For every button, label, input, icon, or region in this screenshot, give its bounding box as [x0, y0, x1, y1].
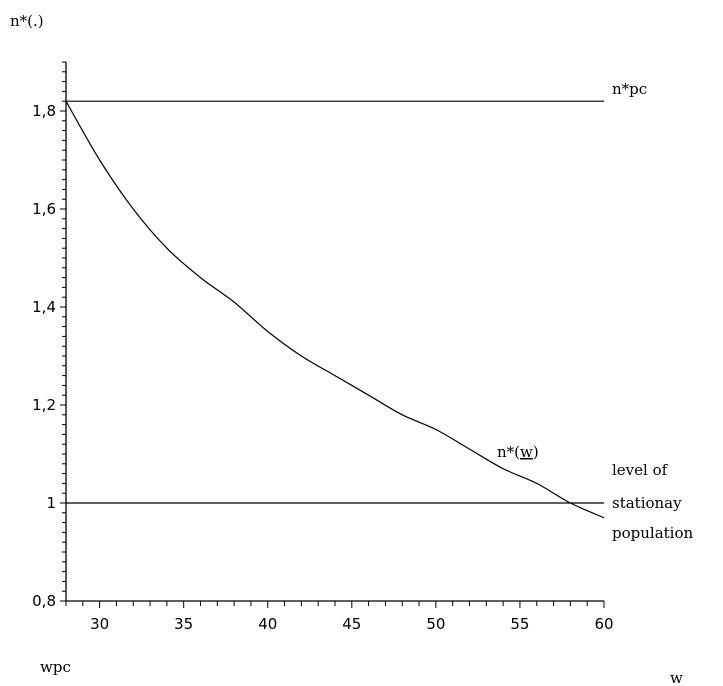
y-axis-label: n*(.) [10, 12, 44, 30]
annotation-nw-prefix: n*( [497, 443, 520, 461]
axis-ticks: 0,8 1 1,2 1,4 1,6 1,8 30 35 40 45 50 55 60 [32, 61, 614, 633]
x-tick-label: 45 [342, 615, 361, 633]
series-layer [65, 100, 605, 519]
y-tick-label: 1,6 [32, 200, 56, 218]
annotation-nw: n*(w) [497, 443, 539, 461]
x-tick-label: 40 [258, 615, 277, 633]
y-tick-label: 1 [46, 494, 56, 512]
annotation-stationary-line1: level of [612, 461, 669, 479]
x-origin-label: wpc [40, 658, 71, 676]
y-tick-label: 1,4 [32, 298, 56, 316]
x-tick-label: 60 [594, 615, 613, 633]
x-tick-label: 55 [510, 615, 529, 633]
x-tick-label: 50 [426, 615, 445, 633]
annotation-npc: n*pc [612, 80, 647, 98]
series-curve [65, 100, 605, 519]
x-tick-label: 30 [90, 615, 109, 633]
annotation-stationary-line2: stationay [612, 494, 682, 512]
x-tick-label: 35 [174, 615, 193, 633]
y-tick-label: 1,8 [32, 102, 56, 120]
annotation-nw-underlined: w [520, 443, 533, 461]
annotation-nw-suffix: ) [533, 443, 539, 461]
y-tick-label: 1,2 [32, 396, 56, 414]
y-tick-label: 0,8 [32, 592, 56, 610]
annotation-stationary-line3: population [612, 524, 693, 542]
x-axis-label: w [670, 669, 683, 686]
